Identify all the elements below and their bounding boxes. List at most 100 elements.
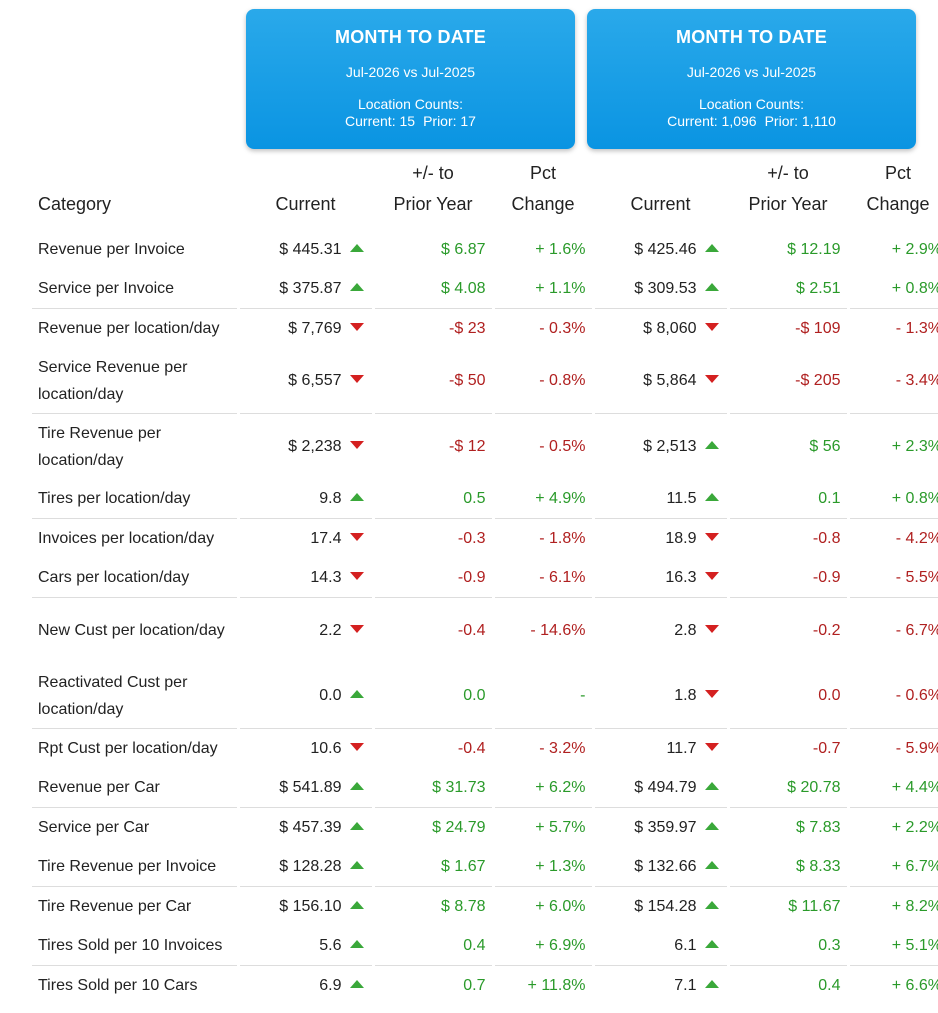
diff-to-prior-year: -$ 109 xyxy=(726,308,848,348)
diff-to-prior-year: $ 56 xyxy=(726,413,848,479)
diff-to-prior-year: $ 11.67 xyxy=(726,886,848,926)
diff-to-prior-year: 0.4 xyxy=(726,965,848,1005)
current-value: $ 309.53 xyxy=(634,279,697,297)
diff-to-prior-year: -0.4 xyxy=(371,597,493,663)
current-value-cell: $ 494.79 xyxy=(591,768,728,808)
diff-to-prior-year: 0.4 xyxy=(371,926,493,966)
current-value-cell: $ 457.39 xyxy=(236,807,373,847)
row-category: Revenue per Invoice xyxy=(38,241,185,258)
current-value: $ 445.31 xyxy=(279,240,342,258)
row-category: Tire Revenue per Car xyxy=(38,898,192,915)
table-row: Service per Invoice $ 375.87 $ 4.08 + 1.1% $… xyxy=(32,269,938,309)
location-count-prior: Prior: 1,110 xyxy=(764,113,836,129)
current-value: $ 156.10 xyxy=(279,897,342,915)
current-value: 6.9 xyxy=(319,976,342,994)
trend-up-icon xyxy=(704,782,719,791)
diff-to-prior-year: -0.2 xyxy=(726,597,848,663)
pct-change: + 6.6% xyxy=(846,965,938,1005)
diff-to-prior-year: 0.0 xyxy=(371,663,493,729)
trend-down-icon xyxy=(704,572,719,581)
diff-to-prior-year: -0.4 xyxy=(371,728,493,768)
diff-to-prior-year: -$ 205 xyxy=(726,348,848,414)
pct-change: - 1.8% xyxy=(491,518,593,558)
pct-change: + 11.8% xyxy=(491,965,593,1005)
pct-change: - 14.6% xyxy=(491,597,593,663)
diff-to-prior-year: $ 8.33 xyxy=(726,847,848,887)
pct-change: + 1.3% xyxy=(491,847,593,887)
trend-down-icon xyxy=(349,375,364,384)
diff-to-prior-year: $ 7.83 xyxy=(726,807,848,847)
trend-down-icon xyxy=(704,690,719,699)
location-count-current: Current: 1,096 xyxy=(667,113,757,129)
diff-to-prior-year: -0.9 xyxy=(726,558,848,598)
trend-up-icon xyxy=(704,822,719,831)
current-value: $ 541.89 xyxy=(279,778,342,796)
current-value-cell: $ 8,060 xyxy=(591,308,728,348)
row-category: Service per Car xyxy=(38,819,150,836)
current-value: 16.3 xyxy=(665,568,697,586)
table-row: Tires Sold per 10 Cars 6.9 0.7 + 11.8% 7.1 0.… xyxy=(32,965,938,1005)
pct-change: + 6.2% xyxy=(491,768,593,808)
card-period: Jul-2026 vs Jul-2025 xyxy=(686,64,817,80)
trend-up-icon xyxy=(704,940,719,949)
table-row: Service per Car $ 457.39 $ 24.79 + 5.7% $ 35… xyxy=(32,807,938,847)
trend-down-icon xyxy=(704,625,719,634)
current-value: 17.4 xyxy=(310,529,342,547)
table-row: New Cust per location/day 2.2 -0.4- 14.6% 2… xyxy=(32,597,938,663)
current-value-cell: 2.2 xyxy=(236,597,373,663)
table-row: Reactivated Cust per location/day 0.0 0.0-… xyxy=(32,663,938,729)
diff-to-prior-year: -0.3 xyxy=(371,518,493,558)
current-value: $ 2,238 xyxy=(288,437,342,455)
diff-to-prior-year: 0.1 xyxy=(726,479,848,519)
pct-change: - 5.5% xyxy=(846,558,938,598)
trend-up-icon xyxy=(349,244,364,253)
current-value: $ 8,060 xyxy=(643,319,697,337)
table-row: Tire Revenue per Invoice $ 128.28 $ 1.67 + … xyxy=(32,847,938,887)
pct-change: - 3.2% xyxy=(491,728,593,768)
trend-up-icon xyxy=(704,493,719,502)
trend-up-icon xyxy=(349,940,364,949)
diff-to-prior-year: -0.7 xyxy=(726,728,848,768)
pct-change: - 3.4% xyxy=(846,348,938,414)
current-value: $ 5,864 xyxy=(643,371,697,389)
pct-change: + 4.9% xyxy=(491,479,593,519)
current-value: $ 7,769 xyxy=(288,319,342,337)
table-row: Tire Revenue per location/day $ 2,238 -$ 1… xyxy=(32,413,938,479)
row-category: Revenue per location/day xyxy=(38,320,220,337)
diff-to-prior-year: -0.9 xyxy=(371,558,493,598)
current-value-cell: 2.8 xyxy=(591,597,728,663)
current-value: 9.8 xyxy=(319,489,342,507)
row-category: Service per Invoice xyxy=(32,269,238,309)
diff-to-prior-year: $ 24.79 xyxy=(371,807,493,847)
pct-change: + 4.4% xyxy=(846,768,938,808)
pct-change: - xyxy=(491,663,593,729)
current-value-cell: 10.6 xyxy=(236,728,373,768)
trend-up-icon xyxy=(704,441,719,450)
pct-change: + 2.3% xyxy=(846,413,938,479)
current-value: $ 457.39 xyxy=(279,818,342,836)
row-category: New Cust per location/day xyxy=(38,622,225,639)
current-value-cell: 11.7 xyxy=(591,728,728,768)
pct-change: - 6.7% xyxy=(846,597,938,663)
card-title: MONTH TO DATE xyxy=(676,27,827,47)
diff-to-prior-year: $ 31.73 xyxy=(371,768,493,808)
pct-change: + 6.7% xyxy=(846,847,938,887)
current-value: 7.1 xyxy=(674,976,697,994)
current-value: $ 154.28 xyxy=(634,897,697,915)
diff-to-prior-year: $ 12.19 xyxy=(726,230,848,269)
current-value-cell: 18.9 xyxy=(591,518,728,558)
current-value: $ 6,557 xyxy=(288,371,342,389)
row-category: Tire Revenue per Invoice xyxy=(32,847,238,887)
current-value: 2.8 xyxy=(674,621,697,639)
diff-to-prior-year: -$ 50 xyxy=(371,348,493,414)
trend-up-icon xyxy=(704,244,719,253)
current-value: $ 375.87 xyxy=(279,279,342,297)
current-value: 6.1 xyxy=(674,936,697,954)
row-category: Service Revenue per location/day xyxy=(32,348,238,414)
pct-change: + 1.6% xyxy=(491,230,593,269)
diff-to-prior-year: -$ 23 xyxy=(371,308,493,348)
current-value-cell: 5.6 xyxy=(236,926,373,966)
current-value: $ 128.28 xyxy=(279,857,342,875)
current-value-cell: $ 154.28 xyxy=(591,886,728,926)
pct-change: + 5.7% xyxy=(491,807,593,847)
